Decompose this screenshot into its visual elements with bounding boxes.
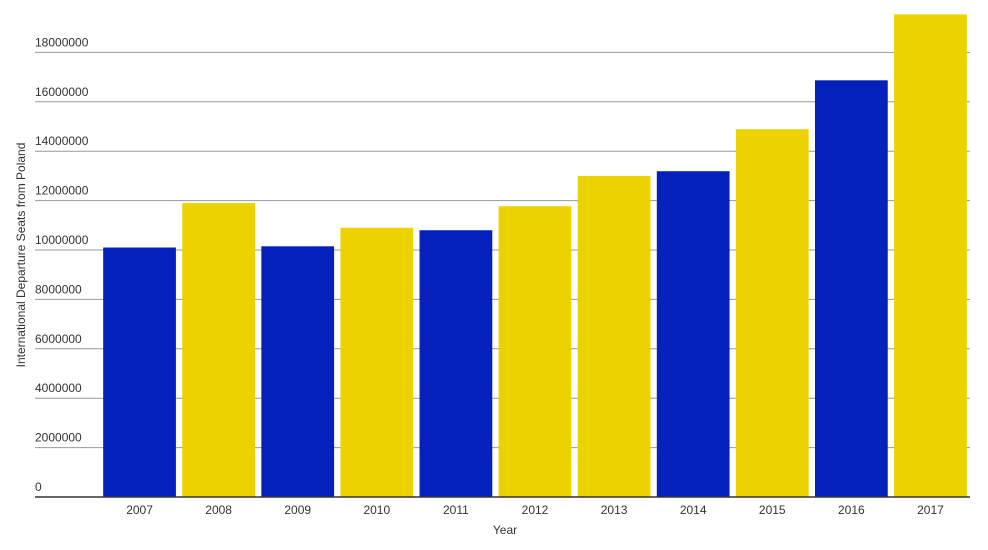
bar (814, 80, 888, 497)
y-tick-label: 12000000 (35, 184, 89, 198)
x-tick-label: 2016 (838, 503, 865, 517)
y-axis-label: International Departure Seats from Polan… (14, 143, 28, 368)
y-tick-label: 2000000 (35, 431, 82, 445)
x-tick-label: 2009 (284, 503, 311, 517)
y-tick-label: 18000000 (35, 35, 89, 49)
x-tick-label: 2017 (917, 503, 944, 517)
y-tick-label: 6000000 (35, 332, 82, 346)
x-tick-label: 2007 (126, 503, 153, 517)
bar (261, 246, 335, 497)
bar (419, 230, 493, 498)
y-tick-label: 4000000 (35, 381, 82, 395)
bar (735, 129, 809, 498)
bar (577, 175, 651, 497)
x-tick-label: 2012 (522, 503, 549, 517)
x-tick-label: 2014 (680, 503, 707, 517)
y-tick-label: 8000000 (35, 282, 82, 296)
bar (182, 203, 256, 497)
x-tick-label: 2015 (759, 503, 786, 517)
bar (340, 227, 414, 497)
x-tick-label: 2008 (205, 503, 232, 517)
x-tick-label: 2010 (363, 503, 390, 517)
y-tick-label: 16000000 (35, 85, 89, 99)
x-tick-label: 2011 (443, 503, 469, 517)
y-tick-label: 10000000 (35, 233, 89, 247)
x-tick-label: 2013 (601, 503, 628, 517)
y-tick-label: 14000000 (35, 134, 89, 148)
bar (498, 206, 572, 497)
bar (656, 171, 730, 497)
y-tick-label: 0 (35, 480, 42, 494)
bar (103, 247, 176, 497)
bar (894, 14, 967, 498)
x-axis-label: Year (493, 523, 517, 537)
